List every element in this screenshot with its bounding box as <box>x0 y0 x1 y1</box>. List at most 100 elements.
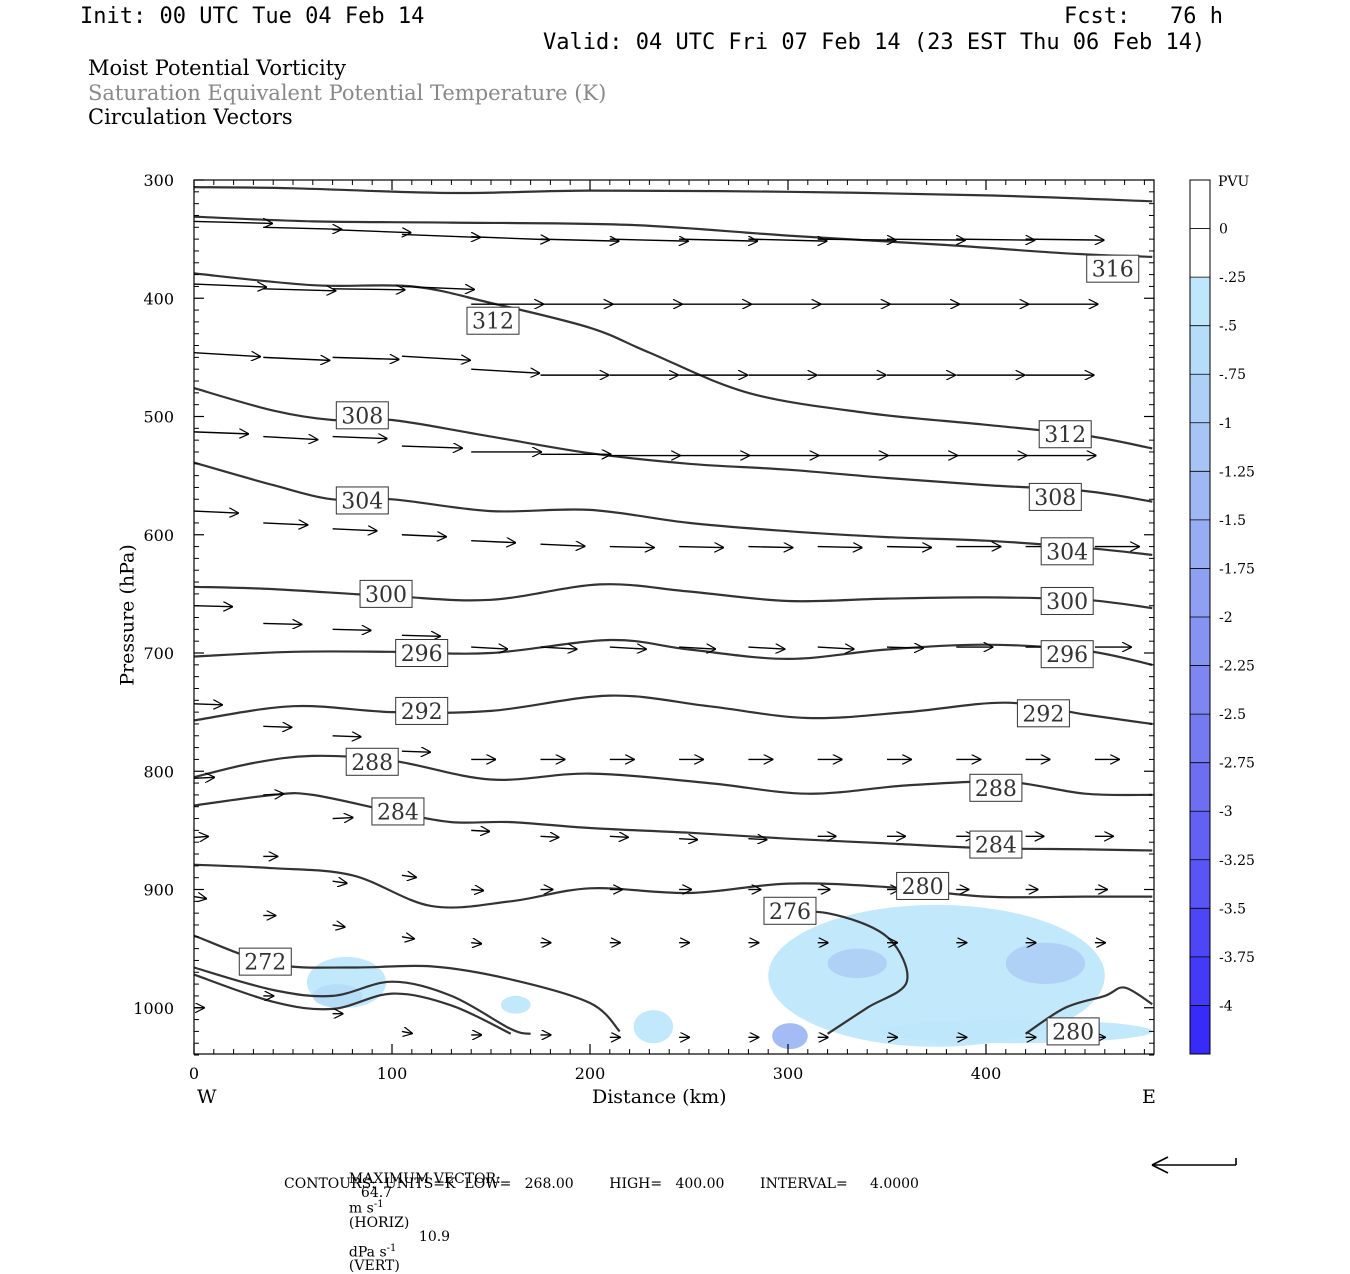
contour-line-308-4 <box>193 387 1153 503</box>
mpv-region-2 <box>768 904 1105 1047</box>
contour-line-272-15 <box>193 966 531 1035</box>
footer-contours: CONTOURS: UNITS=K LOW= 268.00 HIGH= 400.… <box>284 1176 919 1192</box>
y-tick-label-700: 700 <box>143 644 174 663</box>
contour-label-12-box <box>1016 699 1070 728</box>
vector-arrow-56 <box>471 541 515 543</box>
theta-es-contours <box>193 186 1153 1035</box>
vector-arrow-53 <box>263 523 307 525</box>
y-tick-label-900: 900 <box>143 881 174 900</box>
y-tick-label-300: 300 <box>143 171 174 190</box>
vector-arrow-74 <box>748 647 784 649</box>
vector-arrow-8 <box>748 239 826 241</box>
vector-arrow-41 <box>332 437 387 439</box>
y-tick-label-600: 600 <box>143 526 174 545</box>
colorbar-label-11: -2.75 <box>1219 756 1255 772</box>
contour-line-320-0 <box>193 186 1153 203</box>
colorbar-label-15: -3.75 <box>1219 950 1255 966</box>
valid-time: Valid: 04 UTC Fri 07 Feb 14 (23 EST Thu … <box>543 30 1206 55</box>
contour-label-10: 296 <box>1046 643 1088 668</box>
title-mpv: Moist Potential Vorticity <box>88 56 346 80</box>
x-tick-label-0: 0 <box>189 1064 199 1083</box>
contour-label-6: 304 <box>1046 540 1088 565</box>
vector-arrow-96 <box>332 818 353 819</box>
vector-arrow-126 <box>471 943 481 944</box>
colorbar-label-10: -2.5 <box>1219 707 1246 723</box>
vector-arrow-81 <box>263 726 291 727</box>
vector-arrow-60 <box>748 547 792 548</box>
west-label: W <box>197 1086 217 1108</box>
contour-line-292-8 <box>193 694 1153 726</box>
vector-arrow-39 <box>193 432 248 434</box>
colorbar-label-9: -2.25 <box>1219 659 1255 675</box>
colorbar-segment-7 <box>1190 519 1210 569</box>
horiz-value: 64.7 <box>360 1185 393 1201</box>
vert-sup: -1 <box>386 1242 397 1254</box>
contour-label-18: 276 <box>769 900 811 925</box>
vector-arrow-98 <box>471 830 489 831</box>
vector-arrow-0 <box>193 221 272 223</box>
contour-label-14: 288 <box>975 777 1017 802</box>
contour-label-17-box <box>896 871 950 900</box>
vector-arrow-69 <box>401 635 440 636</box>
reference-arrow-head-bottom <box>1151 1164 1169 1174</box>
vector-arrow-82 <box>332 736 361 737</box>
vector-arrow-101 <box>679 839 697 840</box>
contour-label-9-box <box>395 639 449 667</box>
colorbar-label-4: -1 <box>1219 416 1233 432</box>
mpv-region-5 <box>772 1023 808 1050</box>
vector-arrow-73 <box>679 647 715 649</box>
colorbar-segment-3 <box>1190 325 1210 375</box>
title-vectors: Circulation Vectors <box>88 105 293 129</box>
east-label: E <box>1142 1086 1156 1108</box>
horiz-tag: (HORIZ) <box>348 1214 410 1231</box>
init-time: Init: 00 UTC Tue 04 Feb 14 <box>80 4 425 29</box>
vector-arrow-72 <box>609 647 646 649</box>
contour-label-2-box <box>1038 420 1092 449</box>
colorbar-segment-10 <box>1190 665 1210 715</box>
contour-line-272-16 <box>193 973 512 1035</box>
forecast-hour: Fcst: 76 h <box>1064 4 1223 29</box>
x-tick-label-200: 200 <box>575 1064 606 1083</box>
cross-section-chart: 316 312 312 308 308 304 304 300 300 296 296 292 292 2… <box>133 171 1255 1174</box>
vector-arrow-67 <box>263 623 301 624</box>
vector-arrow-100 <box>609 836 628 837</box>
vector-arrow-55 <box>401 535 446 537</box>
contour-label-7-box <box>359 579 413 608</box>
colorbar-label-7: -1.75 <box>1219 561 1255 577</box>
vector-arrow-83 <box>401 751 430 752</box>
vector-arrow-62 <box>886 547 931 548</box>
colorbar-segment-14 <box>1190 859 1210 909</box>
horiz-sup: -1 <box>373 1199 384 1210</box>
mpv-region-8 <box>500 995 531 1014</box>
vector-arrow-10 <box>886 239 965 240</box>
vector-arrow-102 <box>748 839 766 840</box>
vector-arrow-28 <box>332 357 399 359</box>
x-tick-label-400: 400 <box>971 1064 1002 1083</box>
mpv-region-4 <box>1005 942 1085 985</box>
vector-arrow-30 <box>471 369 539 373</box>
vector-arrow-71 <box>540 647 577 649</box>
vector-arrow-139 <box>401 1031 412 1033</box>
contour-label-8-box <box>1040 586 1094 615</box>
vector-arrow-15 <box>332 289 405 290</box>
vector-arrow-27 <box>263 357 329 360</box>
vector-arrow-6 <box>609 239 688 241</box>
vector-arrow-125 <box>401 937 414 939</box>
vector-arrow-68 <box>332 629 371 630</box>
vector-arrow-59 <box>679 547 723 548</box>
x-tick-label-300: 300 <box>773 1064 804 1083</box>
contour-label-20: 280 <box>1052 1020 1094 1045</box>
colorbar-label-12: -3 <box>1219 804 1233 820</box>
vector-arrow-7 <box>679 239 757 241</box>
reference-arrow-head-top <box>1151 1156 1169 1166</box>
contour-label-1-box <box>466 306 520 335</box>
vector-arrow-80 <box>193 704 222 705</box>
y-tick-label-400: 400 <box>143 289 174 308</box>
contour-label-19: 272 <box>244 951 286 976</box>
contour-label-10-box <box>1040 640 1094 669</box>
vector-arrow-40 <box>263 437 317 440</box>
vector-arrow-61 <box>817 547 862 548</box>
contour-label-2: 312 <box>1044 423 1086 448</box>
contour-label-3-box <box>335 401 389 430</box>
plot-border <box>193 179 1155 1055</box>
